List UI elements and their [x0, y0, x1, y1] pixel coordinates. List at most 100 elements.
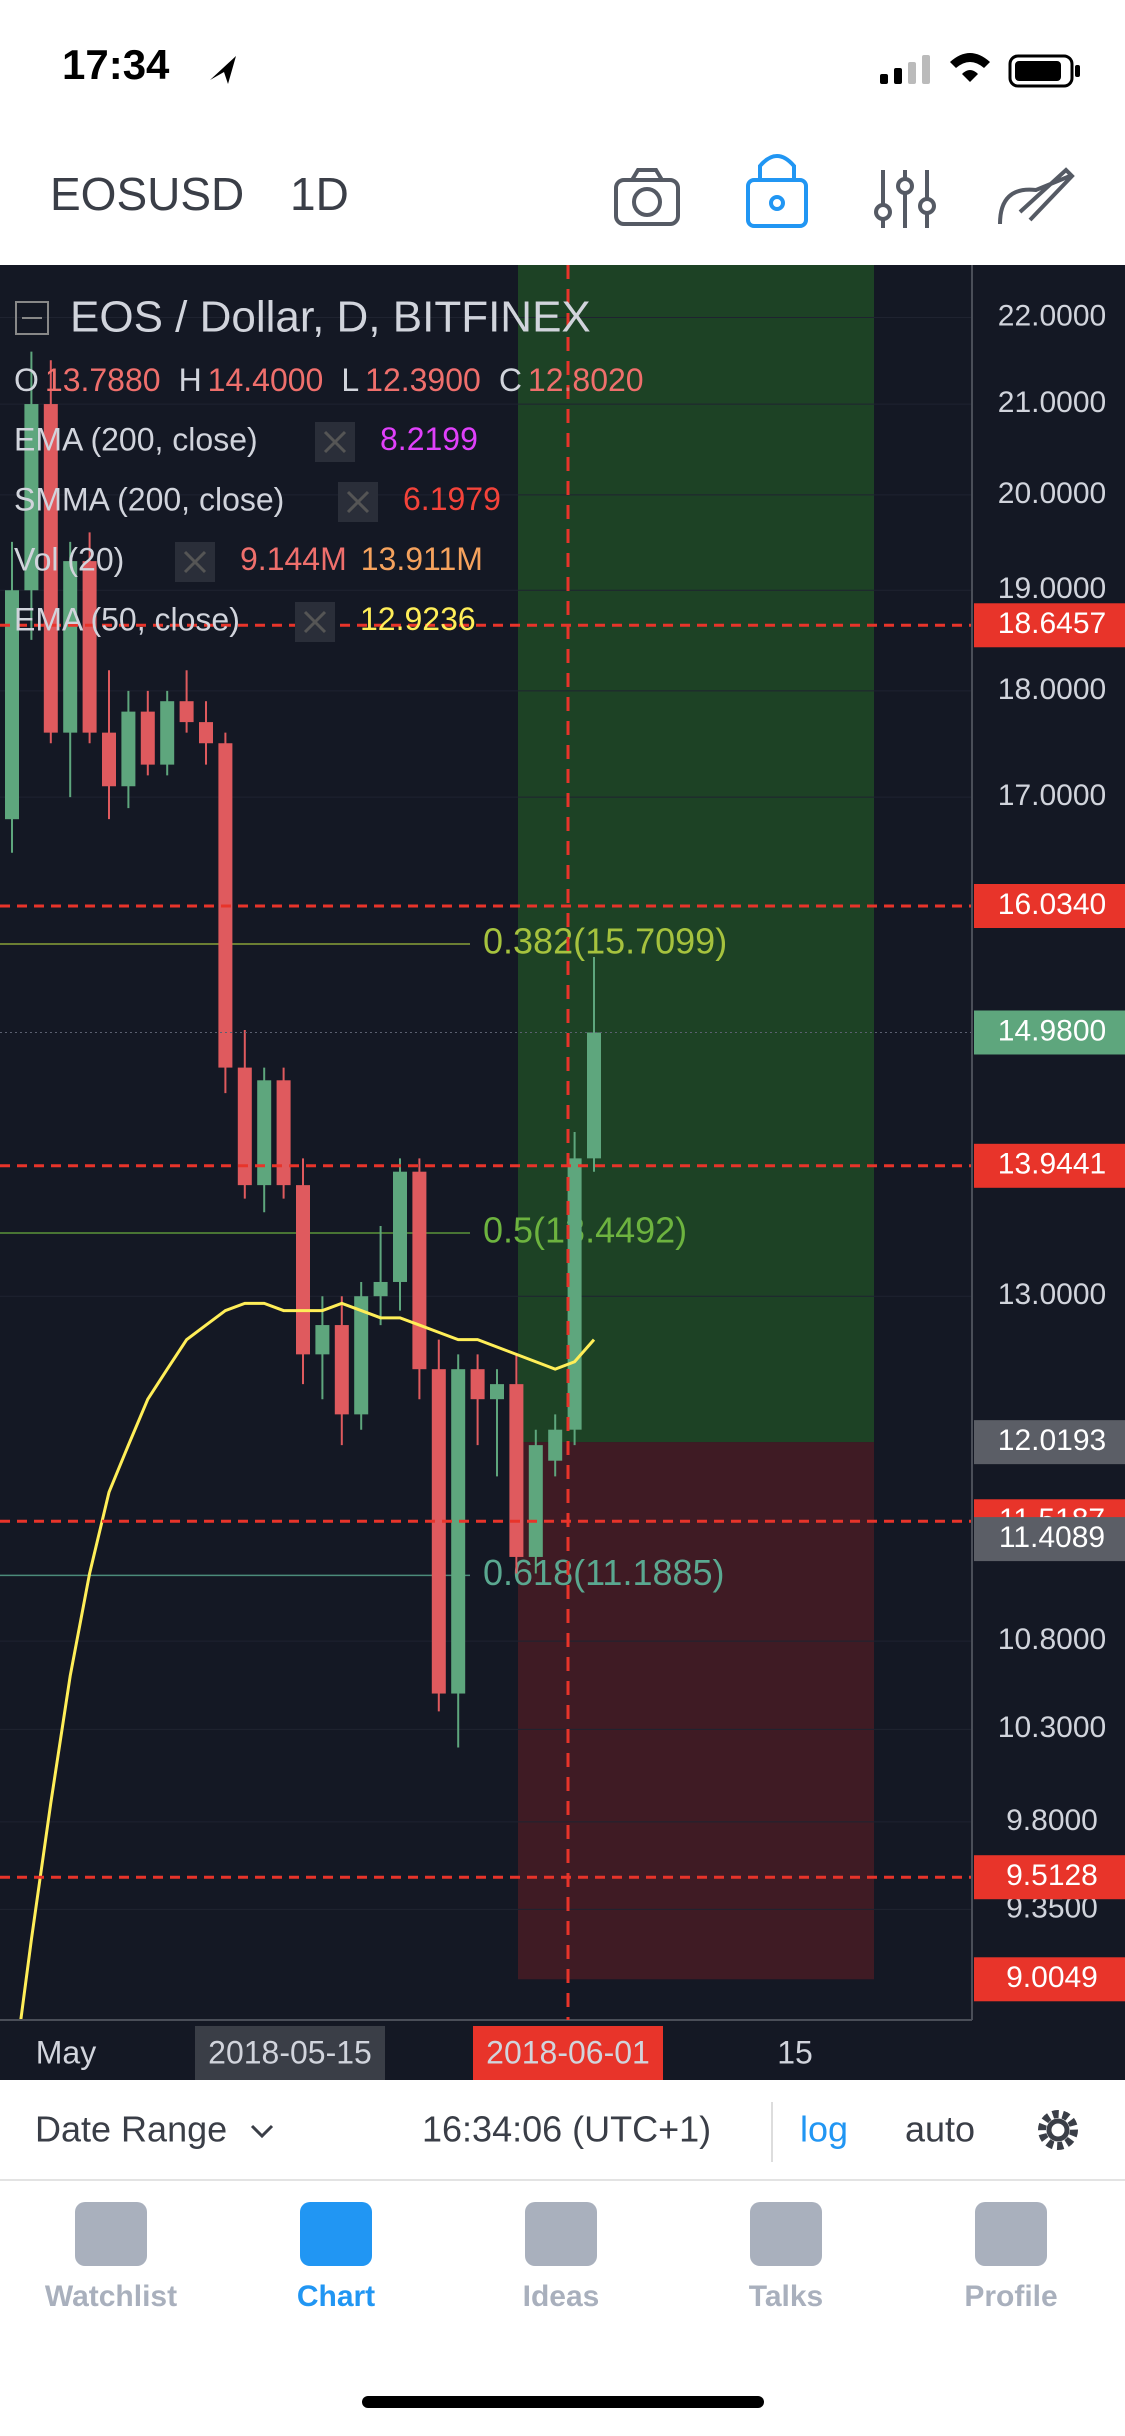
camera-icon[interactable] [614, 168, 680, 226]
dropdown-caret [250, 2124, 274, 2139]
tab-icon[interactable] [300, 2202, 372, 2266]
settings-icon[interactable] [874, 170, 936, 228]
indicator-close-x [183, 550, 207, 574]
price-axis: 22.0000 21.0000 20.0000 19.0000 18.0000 17.00… [974, 299, 1125, 2002]
indicator-value: 13.911M [361, 541, 483, 577]
candle-body [567, 1158, 582, 1430]
y-tick-label: 10.3000 [998, 1711, 1106, 1744]
indicator-values: 8.2199 [380, 421, 478, 457]
price-label: 13.9441 [998, 1148, 1106, 1181]
auto-toggle[interactable]: auto [905, 2109, 975, 2150]
x-label-box [195, 2026, 385, 2080]
y-tick-label: 9.8000 [1006, 1804, 1098, 1837]
y-tick-label: 10.8000 [998, 1623, 1106, 1656]
date-range[interactable]: Date Range [35, 2109, 227, 2150]
price-label-box [974, 603, 1125, 648]
tab-icon[interactable] [525, 2202, 597, 2266]
y-tick-label: 20.0000 [998, 477, 1106, 510]
price-label-box [974, 1010, 1125, 1055]
y-tick-label: 18.0000 [998, 673, 1106, 706]
candle-body [296, 1185, 310, 1355]
candle-body [334, 1325, 349, 1415]
candle-body [43, 404, 58, 733]
indicator-name[interactable]: SMMA (200, close) [14, 481, 284, 517]
price-label: 16.0340 [998, 888, 1106, 921]
candle-body [354, 1296, 369, 1415]
header-icons [614, 154, 1075, 228]
price-label: 9.0049 [1006, 1961, 1098, 1994]
ohlc-key: O [14, 362, 39, 398]
candle-body [373, 1281, 388, 1297]
candle-body [63, 561, 78, 733]
candle-body [451, 1369, 466, 1694]
y-tick-label: 19.0000 [998, 572, 1106, 605]
tab-icon[interactable] [75, 2202, 147, 2266]
indicator-value: 9.144M [240, 541, 347, 577]
y-tick-label: 21.0000 [998, 386, 1106, 419]
fib-level-label: 0.382(15.7099) [483, 921, 727, 962]
fib-level-label: 0.5(13.4492) [483, 1210, 687, 1251]
tab-label[interactable]: Profile [964, 2280, 1057, 2313]
tab-icon[interactable] [750, 2202, 822, 2266]
price-label: 14.9800 [998, 1014, 1106, 1047]
price-label: 9.5128 [1006, 1859, 1098, 1892]
indicator-value: 12.9236 [360, 601, 476, 637]
tab-label[interactable]: Chart [297, 2280, 375, 2313]
price-label-box [974, 1420, 1125, 1465]
candle-body [528, 1445, 543, 1557]
indicator-name[interactable]: Vol (20) [14, 541, 124, 577]
x-label-box [473, 2026, 663, 2080]
candle-body [470, 1369, 485, 1400]
price-label: 18.6457 [998, 607, 1106, 640]
ohlc-value: 14.4000 [208, 362, 324, 398]
tab-label[interactable]: Watchlist [45, 2280, 177, 2313]
tab-label[interactable]: Ideas [523, 2280, 600, 2313]
time-axis: May 2018-05-15 2018-06-01 15 [36, 2026, 813, 2080]
y-tick-label: 17.0000 [998, 779, 1106, 812]
log-toggle[interactable]: log [800, 2109, 848, 2150]
candle-body [548, 1429, 563, 1461]
candle-body [315, 1325, 330, 1355]
interval[interactable]: 1D [290, 168, 349, 220]
candle-body [24, 404, 39, 591]
x-tick-label: 2018-05-15 [208, 2034, 372, 2070]
gear-icon[interactable] [1038, 2110, 1078, 2150]
ema50-line [19, 1301, 596, 2020]
ohlc-key: C [499, 362, 522, 398]
ohlc-value: 12.3900 [365, 362, 481, 398]
collapse-icon[interactable] [15, 301, 49, 335]
indicator-name[interactable]: EMA (50, close) [14, 601, 240, 637]
price-label-box [974, 1143, 1125, 1188]
candle-body [412, 1171, 427, 1370]
tab-bar: Watchlist Chart Ideas Talks Profile [45, 2202, 1058, 2313]
price-label: 11.4089 [999, 1521, 1105, 1554]
indicator-name[interactable]: EMA (200, close) [14, 421, 258, 457]
ohlc-value: 13.7880 [45, 362, 161, 398]
indicator-values: 6.1979 [403, 481, 501, 517]
candle-body [199, 722, 213, 744]
tab-icon[interactable] [975, 2202, 1047, 2266]
home-indicator [362, 2396, 764, 2408]
x-tick-label: 2018-06-01 [486, 2034, 650, 2070]
price-label: 12.0193 [998, 1424, 1106, 1457]
indicator-close-x [346, 490, 370, 514]
y-tick-label: 13.0000 [998, 1278, 1106, 1311]
symbol[interactable]: EOSUSD [50, 168, 244, 220]
clock: 16:34:06 (UTC+1) [422, 2109, 711, 2150]
tab-label[interactable]: Talks [749, 2280, 824, 2313]
location-icon [210, 56, 236, 84]
ohlc-key: H [179, 362, 202, 398]
candle-body [490, 1384, 504, 1400]
ohlc-value: 12.8020 [528, 362, 644, 398]
indicator-close-x [323, 430, 347, 454]
candle-body [393, 1171, 407, 1282]
price-label-box [974, 883, 1125, 928]
indicator-values: 12.9236 [360, 601, 476, 637]
y-tick-label: 22.0000 [998, 299, 1106, 332]
lock-icon[interactable] [746, 154, 808, 228]
position-loss-zone [518, 1442, 874, 1980]
candle-body [5, 590, 19, 820]
fib-level-label: 0.618(11.1885) [483, 1552, 725, 1593]
drawing-icon[interactable] [998, 167, 1075, 225]
